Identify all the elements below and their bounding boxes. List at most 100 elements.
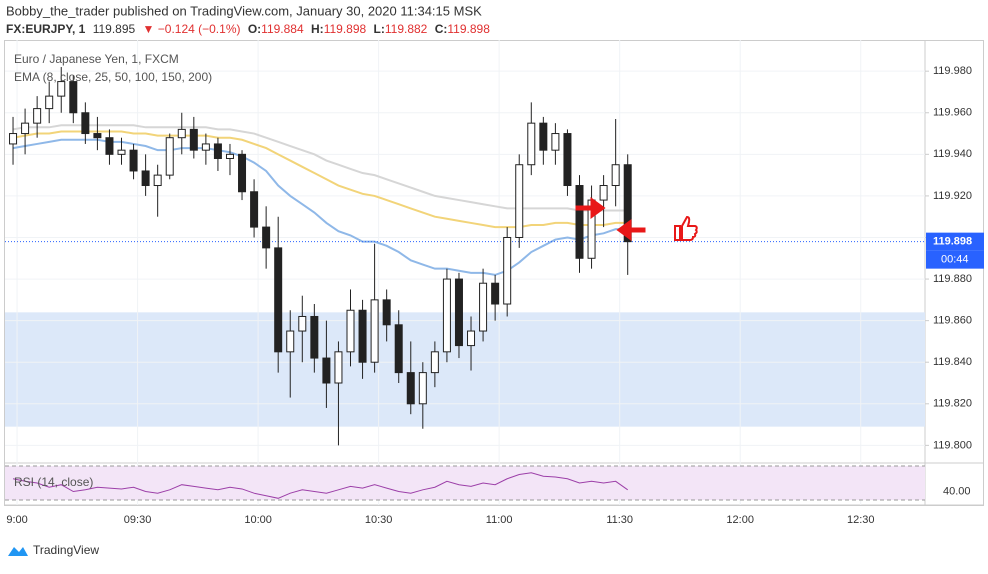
- ema-line: [12, 130, 628, 229]
- chart-title: Euro / Japanese Yen, 1, FXCM: [14, 52, 179, 66]
- candle-body: [21, 122, 30, 135]
- candle-body: [298, 315, 307, 332]
- x-tick-label: 09:30: [124, 514, 152, 526]
- candle-body: [9, 133, 18, 145]
- candle-body: [599, 185, 608, 201]
- candle-body: [611, 164, 620, 187]
- candle-body: [93, 133, 102, 139]
- ema-line: [12, 138, 628, 276]
- candle-body: [394, 324, 403, 374]
- candle-body: [153, 174, 162, 187]
- y-tick-label: 119.840: [933, 356, 972, 368]
- candle-body: [250, 191, 259, 228]
- y-tick-label: 119.860: [933, 315, 972, 327]
- candle-body: [57, 81, 66, 97]
- candle-body: [623, 164, 632, 243]
- candle-body: [503, 236, 512, 305]
- rsi-line: [12, 472, 628, 499]
- candle-body: [515, 164, 524, 238]
- candle-body: [129, 149, 138, 172]
- candle-body: [177, 128, 186, 139]
- logo: [8, 547, 28, 556]
- publisher: Bobby_the_trader published on TradingVie…: [6, 3, 482, 18]
- x-tick-label: 11:30: [606, 514, 633, 526]
- candle-body: [539, 122, 548, 151]
- candle-body: [262, 226, 271, 249]
- zone: [5, 312, 925, 427]
- x-tick-label: 11:00: [486, 514, 513, 526]
- candle-body: [201, 143, 210, 151]
- x-tick-label: 12:00: [726, 514, 754, 526]
- y-tick-label: 119.920: [933, 190, 972, 202]
- x-tick-label: 10:30: [365, 514, 393, 526]
- brand: TradingView: [33, 543, 99, 557]
- h: 119.898: [324, 22, 367, 36]
- ema-line: [12, 124, 628, 212]
- candle-body: [575, 185, 584, 259]
- candle-body: [370, 299, 379, 363]
- candle-body: [418, 372, 427, 405]
- candle-body: [467, 330, 476, 347]
- candle-body: [69, 81, 78, 114]
- o-label: O:: [248, 22, 261, 36]
- y-tick-label: 119.960: [933, 107, 972, 119]
- symbol: FX:EURJPY, 1: [6, 22, 86, 36]
- rsi-band: [5, 466, 925, 500]
- candle-body: [105, 137, 114, 155]
- candle-body: [322, 357, 331, 384]
- candle-body: [479, 282, 488, 332]
- o: 119.884: [261, 22, 304, 36]
- y-tick-label: 119.940: [933, 148, 972, 160]
- candle-body: [274, 247, 283, 353]
- thumb-icon: [674, 215, 698, 241]
- arrow-left: [616, 219, 646, 241]
- last: 119.895: [93, 22, 136, 36]
- candle-body: [33, 108, 42, 124]
- candle-body: [141, 170, 150, 187]
- y-tick-label: 119.980: [933, 65, 972, 77]
- candle-body: [189, 128, 198, 151]
- countdown-badge: [926, 250, 984, 269]
- c-label: C:: [435, 22, 448, 36]
- x-tick-label: 9:00: [6, 514, 27, 526]
- candle-body: [551, 133, 560, 151]
- rsi-tick-label: 40.00: [943, 485, 971, 497]
- candle-body: [382, 299, 391, 326]
- candle-body: [165, 137, 174, 176]
- y-tick-label: 119.880: [933, 273, 972, 285]
- candle-body: [454, 278, 463, 347]
- price-badge-label: 119.898: [933, 236, 972, 248]
- y-tick-label: 119.820: [933, 398, 972, 410]
- countdown-label: 00:44: [941, 254, 969, 266]
- candle-body: [238, 153, 247, 193]
- candle-body: [491, 282, 500, 305]
- candle-body: [346, 309, 355, 353]
- candle-body: [225, 153, 234, 159]
- l-label: L:: [374, 22, 385, 36]
- l: 119.882: [385, 22, 428, 36]
- price-badge: [926, 232, 984, 251]
- y-tick-label: 119.800: [933, 439, 972, 451]
- candle-body: [527, 122, 536, 166]
- candle-body: [358, 309, 367, 363]
- plot: 119.800 119.820 119.840 119.860 119.880 119.9…: [5, 40, 984, 526]
- candle-body: [81, 112, 90, 135]
- rsi-label: RSI (14, close): [14, 475, 93, 489]
- candle-body: [310, 315, 319, 359]
- x-tick-label: 12:30: [847, 514, 875, 526]
- candle-body: [406, 372, 415, 405]
- h-label: H:: [311, 22, 324, 36]
- candle-body: [213, 143, 222, 159]
- candle-body: [442, 278, 451, 353]
- c: 119.898: [447, 22, 490, 36]
- change: ▼ −0.124 (−0.1%): [143, 22, 241, 36]
- candle-body: [45, 95, 54, 110]
- candle-body: [334, 351, 343, 384]
- header-line: FX:EURJPY, 1 119.895 ▼ −0.124 (−0.1%) O:…: [6, 22, 490, 36]
- candle-body: [430, 351, 439, 374]
- x-tick-label: 10:00: [244, 514, 272, 526]
- candle-body: [563, 133, 572, 187]
- indicator-label: EMA (8, close, 25, 50, 100, 150, 200): [14, 70, 212, 84]
- arrow-right: [575, 197, 606, 219]
